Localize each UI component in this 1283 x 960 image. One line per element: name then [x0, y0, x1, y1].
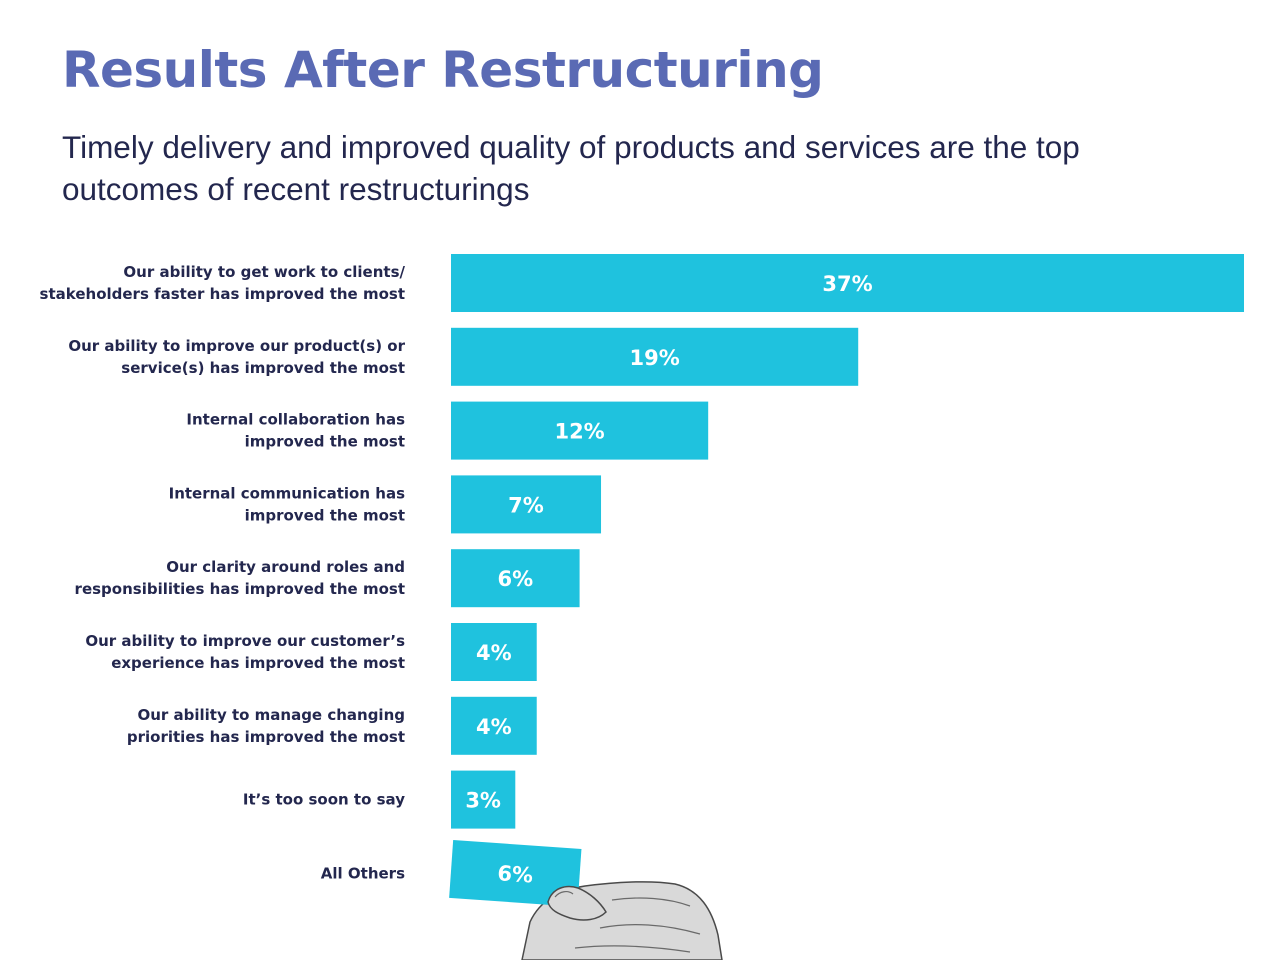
value-labels-group: 37% 19% 12% 7% 6% 4% 4% 3% 6%: [465, 272, 872, 888]
bar-value-label: 37%: [822, 272, 872, 296]
category-label: Our ability to improve our product(s) or: [68, 337, 405, 355]
bar: [451, 696, 537, 755]
category-label: Our ability to get work to clients/: [123, 263, 405, 281]
category-label: improved the most: [245, 433, 405, 451]
hand-thumb: [547, 885, 607, 921]
category-label: responsibilities has improved the most: [75, 580, 405, 598]
category-label: Our ability to improve our customer’s: [85, 632, 405, 650]
chart-subtitle: Timely delivery and improved quality of …: [62, 129, 1080, 207]
hand-knuckle-line: [574, 945, 691, 953]
bar: [451, 623, 537, 681]
category-label: Internal collaboration has: [186, 411, 405, 429]
bar: [451, 770, 516, 829]
bar-value-label: 6%: [497, 861, 534, 887]
bar: [451, 401, 709, 460]
chart-title: Results After Restructuring: [62, 41, 824, 99]
category-label: experience has improved the most: [111, 654, 405, 672]
bar-value-label: 4%: [476, 715, 512, 739]
category-label: priorities has improved the most: [127, 728, 405, 746]
category-labels-group: Our ability to get work to clients/stake…: [40, 263, 406, 882]
bar: [451, 327, 859, 386]
category-label: All Others: [321, 864, 405, 882]
bar-value-label: 12%: [554, 420, 604, 444]
bar: [451, 475, 602, 534]
category-label: stakeholders faster has improved the mos…: [40, 285, 405, 303]
hand-knuckle-line: [611, 897, 691, 907]
hand-knuckle-line: [599, 924, 701, 935]
bar-value-label: 4%: [476, 641, 512, 665]
bar: [451, 549, 580, 608]
bar-value-label: 7%: [508, 493, 544, 517]
category-label: It’s too soon to say: [243, 791, 405, 809]
category-label: Internal communication has: [169, 484, 405, 502]
bar-value-label: 19%: [629, 346, 679, 370]
bars-group: [449, 254, 1244, 907]
bar-value-label: 3%: [465, 789, 501, 813]
category-label: improved the most: [245, 506, 405, 524]
bar-card-all-others: [449, 839, 582, 907]
category-label: service(s) has improved the most: [121, 359, 405, 377]
category-label: Our clarity around roles and: [166, 558, 405, 576]
hand-thumbnail: [554, 891, 574, 898]
category-label: Our ability to manage changing: [137, 706, 405, 724]
bar: [451, 254, 1244, 312]
bar-value-label: 6%: [497, 567, 533, 591]
